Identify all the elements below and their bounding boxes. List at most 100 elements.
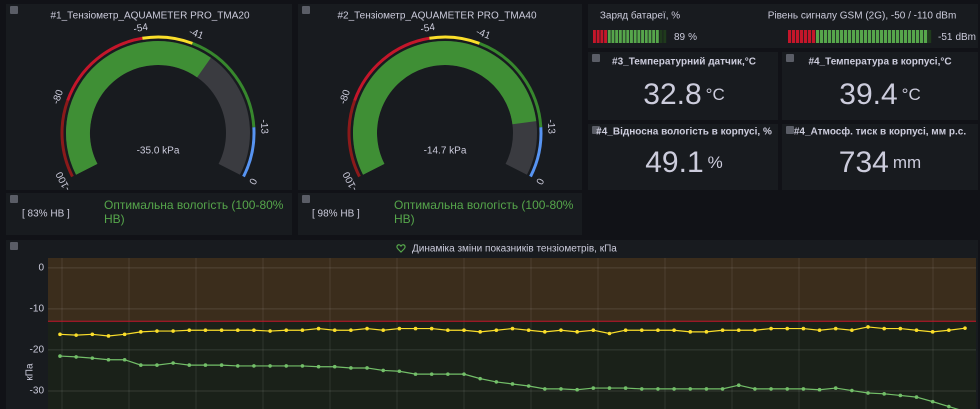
bar-gauge-cell bbox=[641, 30, 644, 43]
panel bbox=[588, 124, 778, 190]
bar-gauge-cell bbox=[663, 30, 667, 43]
gauge-threshold bbox=[191, 42, 256, 128]
series-point bbox=[413, 372, 418, 376]
bar-gauge-cell bbox=[788, 30, 792, 43]
series-point bbox=[639, 328, 644, 333]
bar-gauge-cell bbox=[824, 30, 828, 43]
series-point bbox=[139, 363, 143, 367]
bar-gauge-cell bbox=[908, 30, 912, 43]
status-label: [ 83% НВ ] bbox=[22, 209, 70, 220]
info-icon[interactable] bbox=[592, 126, 600, 134]
gauge-tick-label: -13 bbox=[258, 119, 270, 135]
bar-gauge-cell bbox=[804, 30, 808, 43]
bar-gauge-cell bbox=[832, 30, 836, 43]
series-point bbox=[58, 354, 62, 358]
series-point bbox=[74, 333, 78, 337]
value: 89 bbox=[674, 32, 686, 43]
bar-gauge-cell bbox=[615, 30, 619, 43]
y-axis-label: кПа bbox=[25, 363, 36, 381]
info-icon[interactable] bbox=[302, 195, 310, 203]
info-icon[interactable] bbox=[10, 6, 18, 14]
series-point bbox=[817, 328, 822, 333]
value: 734 bbox=[839, 146, 889, 179]
status-note-box: Оптимальна вологість (100-80% НВ) bbox=[104, 198, 284, 226]
series-point bbox=[656, 328, 660, 333]
series-point bbox=[510, 382, 515, 386]
series-point bbox=[720, 328, 725, 333]
series-point bbox=[316, 364, 321, 369]
series-point bbox=[769, 387, 773, 391]
series-point bbox=[235, 328, 240, 333]
series-point bbox=[171, 361, 175, 365]
series-point bbox=[543, 387, 547, 391]
gauge-threshold bbox=[429, 35, 481, 45]
series-point bbox=[736, 383, 741, 388]
series-point bbox=[284, 328, 289, 333]
bar-gauge-title: Заряд батареї, % bbox=[600, 10, 680, 22]
info-icon[interactable] bbox=[786, 126, 794, 134]
info-icon[interactable] bbox=[786, 54, 794, 62]
gauge-tick-label: -54 bbox=[133, 22, 149, 35]
gauge-tick-label: -41 bbox=[474, 26, 492, 42]
stat-title: #4_Відносна вологість в корпусі, % bbox=[596, 127, 772, 138]
gauge-value: -14.7 kPa bbox=[424, 146, 467, 157]
series-point bbox=[90, 356, 95, 360]
series-point bbox=[139, 330, 143, 334]
series-point bbox=[769, 326, 773, 331]
series-point bbox=[332, 328, 337, 333]
gauge-threshold bbox=[242, 127, 256, 178]
bar-gauge-cell bbox=[900, 30, 904, 43]
series-point bbox=[429, 326, 434, 331]
series-point bbox=[155, 329, 159, 333]
bar-gauge-cell bbox=[896, 30, 900, 43]
series-point bbox=[753, 328, 757, 333]
series-point bbox=[332, 364, 337, 369]
series-point bbox=[898, 326, 903, 331]
stat-value: 39.4 °C bbox=[839, 78, 920, 111]
series-point bbox=[720, 387, 725, 391]
bar-gauge-cell bbox=[876, 30, 880, 43]
series-point bbox=[300, 364, 305, 368]
bar-gauge-cell bbox=[644, 30, 648, 43]
threshold-zone bbox=[48, 258, 976, 322]
status-note: Оптимальна вологість (100-80% НВ) bbox=[104, 198, 284, 226]
series-point bbox=[850, 328, 854, 333]
series-point bbox=[801, 326, 806, 331]
bar-gauge-cell bbox=[852, 30, 856, 43]
info-icon[interactable] bbox=[592, 54, 600, 62]
series-point bbox=[446, 372, 450, 376]
series-point bbox=[155, 363, 159, 367]
gauge-threshold bbox=[347, 99, 361, 178]
series-point bbox=[74, 355, 78, 359]
series-point bbox=[106, 357, 111, 362]
bar-gauge-cell bbox=[820, 30, 824, 43]
unit: °C bbox=[706, 85, 725, 104]
bar-gauge-cell bbox=[655, 30, 659, 43]
series-point bbox=[785, 387, 790, 391]
series-point bbox=[914, 395, 919, 399]
gauge-threshold bbox=[478, 42, 543, 128]
bar-gauge-value: -51 dBm bbox=[938, 32, 976, 43]
info-icon[interactable] bbox=[302, 6, 310, 14]
series-point bbox=[543, 330, 547, 334]
series-point bbox=[106, 334, 111, 338]
y-tick-label: -30 bbox=[30, 386, 45, 397]
unit: % bbox=[708, 153, 723, 172]
series-point bbox=[462, 328, 466, 333]
bar-gauge-cell bbox=[880, 30, 884, 43]
series-point bbox=[203, 328, 208, 333]
series-point bbox=[930, 330, 935, 334]
gauge-bar bbox=[66, 41, 211, 175]
series-point bbox=[203, 363, 208, 367]
bar-gauge-cell bbox=[800, 30, 804, 43]
value: -51 bbox=[938, 32, 953, 43]
series-point bbox=[866, 391, 870, 395]
bar-gauge-cell bbox=[618, 30, 622, 43]
unit: % bbox=[688, 32, 697, 43]
info-icon[interactable] bbox=[10, 242, 18, 250]
gauge-bar bbox=[353, 41, 537, 175]
info-icon[interactable] bbox=[10, 195, 18, 203]
series-point bbox=[672, 387, 676, 391]
series-point bbox=[591, 386, 596, 390]
